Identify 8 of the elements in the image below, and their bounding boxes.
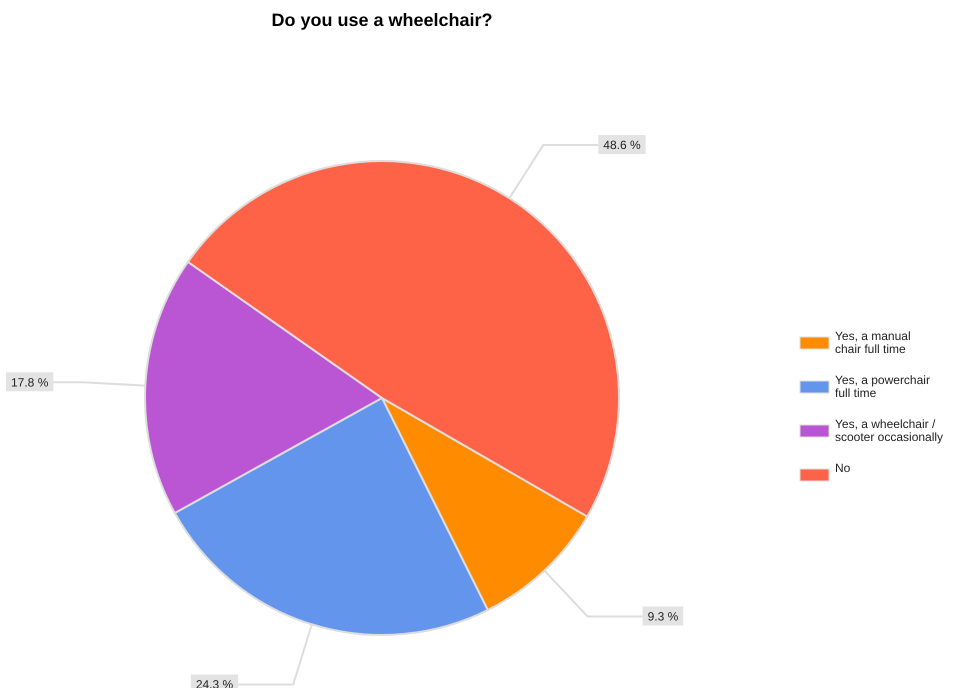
data-label: 9.3 % — [648, 609, 679, 624]
legend-label: Yes, a powerchair full time — [835, 373, 930, 400]
chart-title: Do you use a wheelchair? — [271, 10, 493, 30]
data-label: 48.6 % — [603, 138, 641, 152]
legend-label: No — [835, 461, 851, 475]
legend-label: Yes, a wheelchair / scooter occasionally — [835, 417, 944, 444]
data-label: 17.8 % — [11, 375, 49, 390]
legend-label: Yes, a manual chair full time — [835, 329, 911, 356]
